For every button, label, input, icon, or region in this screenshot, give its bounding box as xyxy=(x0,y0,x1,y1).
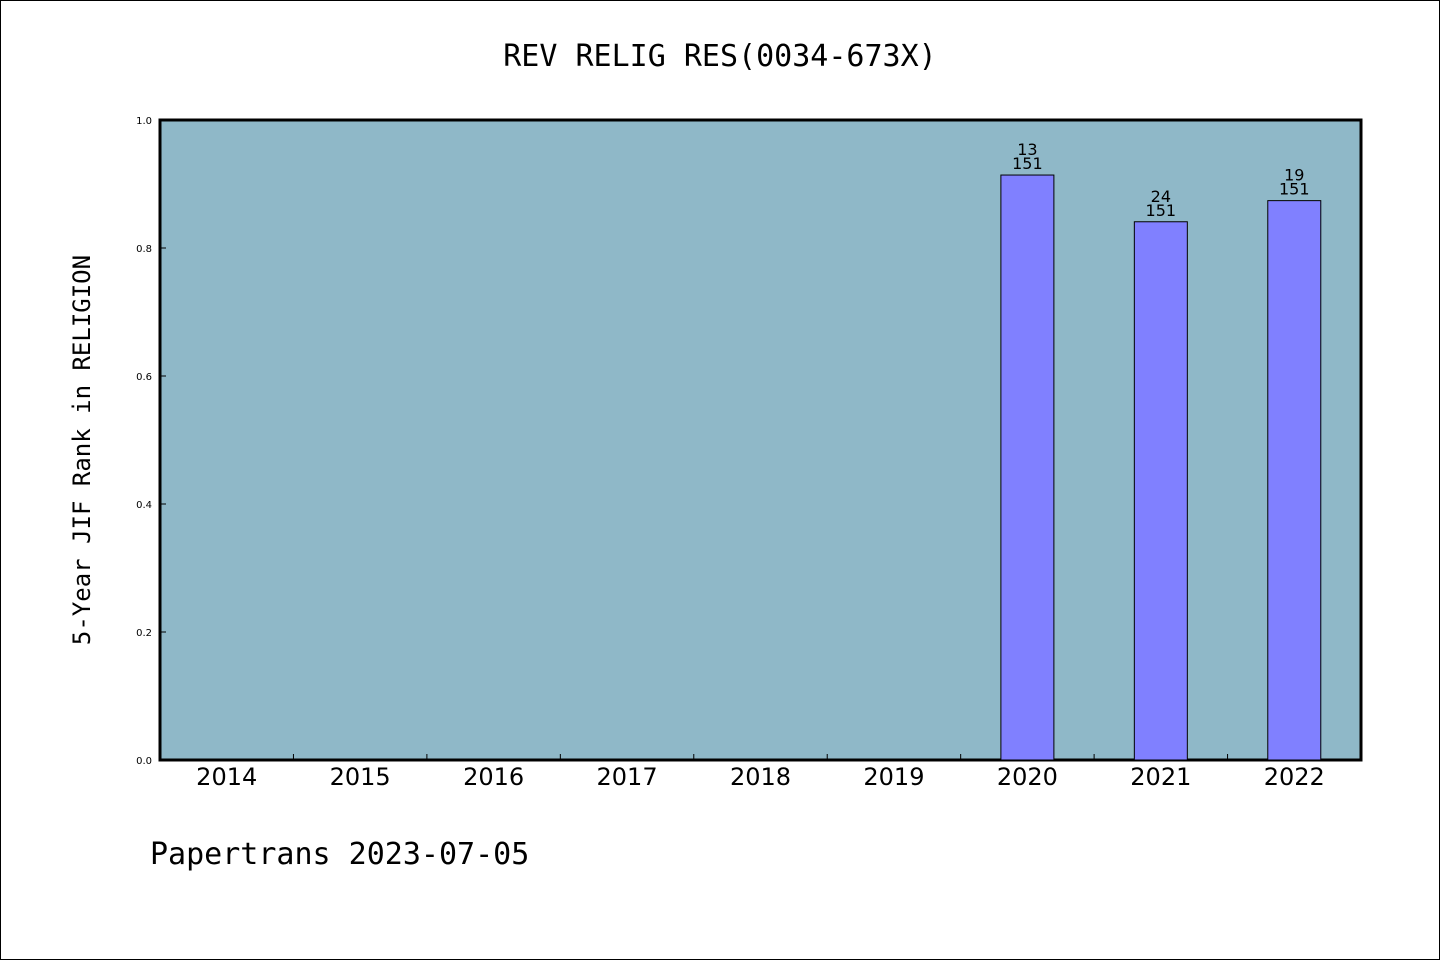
y-tick-label: 0.2 xyxy=(136,628,152,639)
bar-label-rank: 13 xyxy=(1017,140,1037,159)
bar-2022 xyxy=(1267,200,1322,761)
x-tick-label: 2014 xyxy=(196,763,257,791)
bar-2020 xyxy=(1000,174,1055,761)
x-tick-label: 2017 xyxy=(597,763,658,791)
y-tick-label: 0.0 xyxy=(136,756,152,767)
bar-label-rank: 19 xyxy=(1284,166,1304,185)
x-tick-label: 2019 xyxy=(863,763,924,791)
x-tick-label: 2016 xyxy=(463,763,524,791)
x-tick-label: 2021 xyxy=(1130,763,1191,791)
footer-text: Papertrans 2023-07-05 xyxy=(150,837,529,872)
x-tick-label: 2018 xyxy=(730,763,791,791)
bar-label-total: 151 xyxy=(1012,154,1043,173)
bar-2021 xyxy=(1133,221,1188,761)
y-tick-label: 0.8 xyxy=(136,244,152,255)
x-tick-label: 2020 xyxy=(997,763,1058,791)
bar-label-total: 151 xyxy=(1279,180,1310,199)
chart-title: REV RELIG RES(0034-673X) xyxy=(503,39,936,74)
x-tick-label: 2015 xyxy=(330,763,391,791)
y-tick-label: 1.0 xyxy=(136,116,152,127)
bar-label-rank: 24 xyxy=(1151,187,1171,206)
y-tick-label: 0.4 xyxy=(136,500,152,511)
y-axis-label: 5-Year JIF Rank in RELIGION xyxy=(68,255,96,645)
bar-label-total: 151 xyxy=(1146,201,1177,220)
x-tick-label: 2022 xyxy=(1264,763,1325,791)
y-tick-label: 0.6 xyxy=(136,372,152,383)
